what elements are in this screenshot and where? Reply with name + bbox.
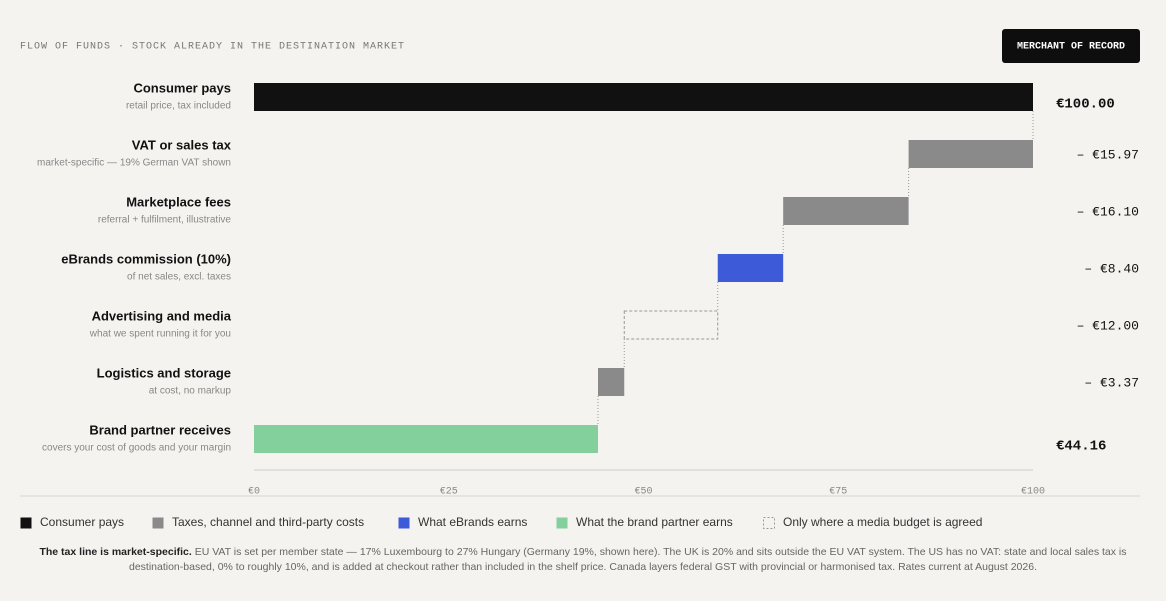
badge[interactable] xyxy=(1002,29,1140,63)
legend-label: Only where a media budget is agreed xyxy=(783,515,982,529)
category-subtitle: market-specific — 19% German VAT shown xyxy=(37,158,231,169)
category-label: Consumer pays xyxy=(133,80,231,95)
bar xyxy=(623,310,719,340)
category-label: Marketplace fees xyxy=(126,194,231,209)
category-label: Advertising and media xyxy=(92,308,232,323)
bar xyxy=(254,83,1033,111)
category-subtitle: covers your cost of goods and your margi… xyxy=(42,443,231,454)
legend-swatch xyxy=(20,517,32,529)
category-label: VAT or sales tax xyxy=(132,137,232,152)
category-label: Brand partner receives xyxy=(89,422,231,437)
bar xyxy=(717,254,784,282)
x-tick-label: €25 xyxy=(440,487,458,498)
value-label: – €8.40 xyxy=(1084,261,1139,276)
value-label: €100.00 xyxy=(1056,97,1115,113)
value-label: – €16.10 xyxy=(1077,204,1139,219)
x-tick-label: €0 xyxy=(248,487,260,498)
legend-swatch xyxy=(152,517,164,529)
bar xyxy=(254,425,599,453)
value-label: – €3.37 xyxy=(1084,375,1139,390)
bar xyxy=(598,368,625,396)
legend-swatch xyxy=(763,517,775,529)
chart: FLOW OF FUNDS · STOCK ALREADY IN THE DES… xyxy=(20,29,1140,529)
category-subtitle: of net sales, excl. taxes xyxy=(127,272,231,283)
category-subtitle: referral + fulfilment, illustrative xyxy=(98,215,232,226)
footnote: The tax line is market-specific. EU VAT … xyxy=(20,545,1146,575)
legend-swatch xyxy=(398,517,410,529)
legend-label: What eBrands earns xyxy=(418,515,527,529)
bar xyxy=(908,140,1033,168)
category-label: Logistics and storage xyxy=(97,365,231,380)
x-tick-label: €50 xyxy=(634,487,652,498)
footnote-lead: The tax line is market-specific. xyxy=(39,546,192,558)
legend-label: What the brand partner earns xyxy=(576,515,733,529)
x-tick-label: €75 xyxy=(829,487,847,498)
chart-title: FLOW OF FUNDS · STOCK ALREADY IN THE DES… xyxy=(20,42,405,53)
category-subtitle: retail price, tax included xyxy=(126,101,231,112)
bar xyxy=(783,197,909,225)
value-label: €44.16 xyxy=(1056,439,1106,455)
value-label: – €12.00 xyxy=(1077,318,1139,333)
category-label: eBrands commission (10%) xyxy=(61,251,231,266)
legend-swatch xyxy=(556,517,568,529)
legend-label: Taxes, channel and third-party costs xyxy=(172,515,364,529)
footnote-text: EU VAT is set per member state — 17% Lux… xyxy=(128,546,1127,573)
category-subtitle: at cost, no markup xyxy=(149,386,232,397)
legend-label: Consumer pays xyxy=(40,515,124,529)
category-subtitle: what we spent running it for you xyxy=(89,329,231,340)
x-tick-label: €100 xyxy=(1021,487,1045,498)
badge-label[interactable]: MERCHANT OF RECORD xyxy=(1017,42,1125,53)
value-label: – €15.97 xyxy=(1077,147,1139,162)
